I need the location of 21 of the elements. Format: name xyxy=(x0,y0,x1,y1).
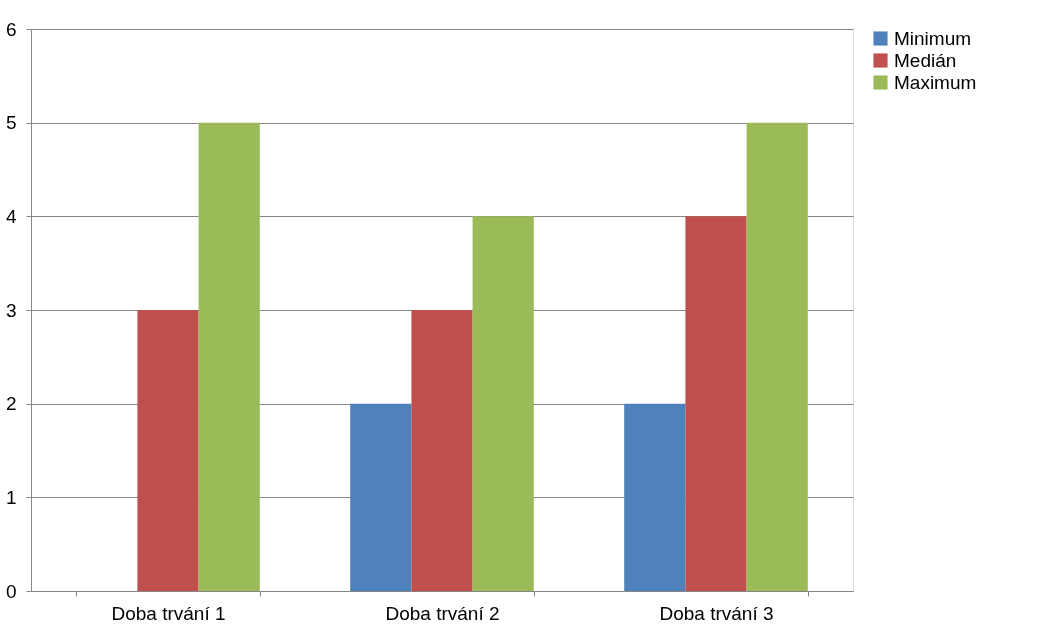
x-tick-label: Doba trvání 1 xyxy=(111,602,226,624)
y-tick-label: 0 xyxy=(5,580,17,602)
bar xyxy=(624,403,686,591)
bar xyxy=(137,310,199,591)
y-tick-label: 1 xyxy=(5,486,17,508)
bar xyxy=(198,122,260,591)
y-tick-label: 2 xyxy=(5,393,17,415)
legend-label: Medián xyxy=(894,49,957,71)
y-tick-label: 4 xyxy=(5,205,17,227)
bar xyxy=(746,122,808,591)
x-tick-label: Doba trvání 3 xyxy=(659,602,774,624)
y-tick-label: 3 xyxy=(5,299,17,321)
legend-label: Minimum xyxy=(894,27,972,49)
y-tick-label: 5 xyxy=(5,112,17,134)
x-tick-label: Doba trvání 2 xyxy=(385,602,500,624)
y-tick-label: 6 xyxy=(5,18,17,40)
legend-label: Maximum xyxy=(894,71,977,93)
bar xyxy=(472,216,534,591)
bar xyxy=(411,310,473,591)
bar xyxy=(350,403,412,591)
bar xyxy=(685,216,747,591)
